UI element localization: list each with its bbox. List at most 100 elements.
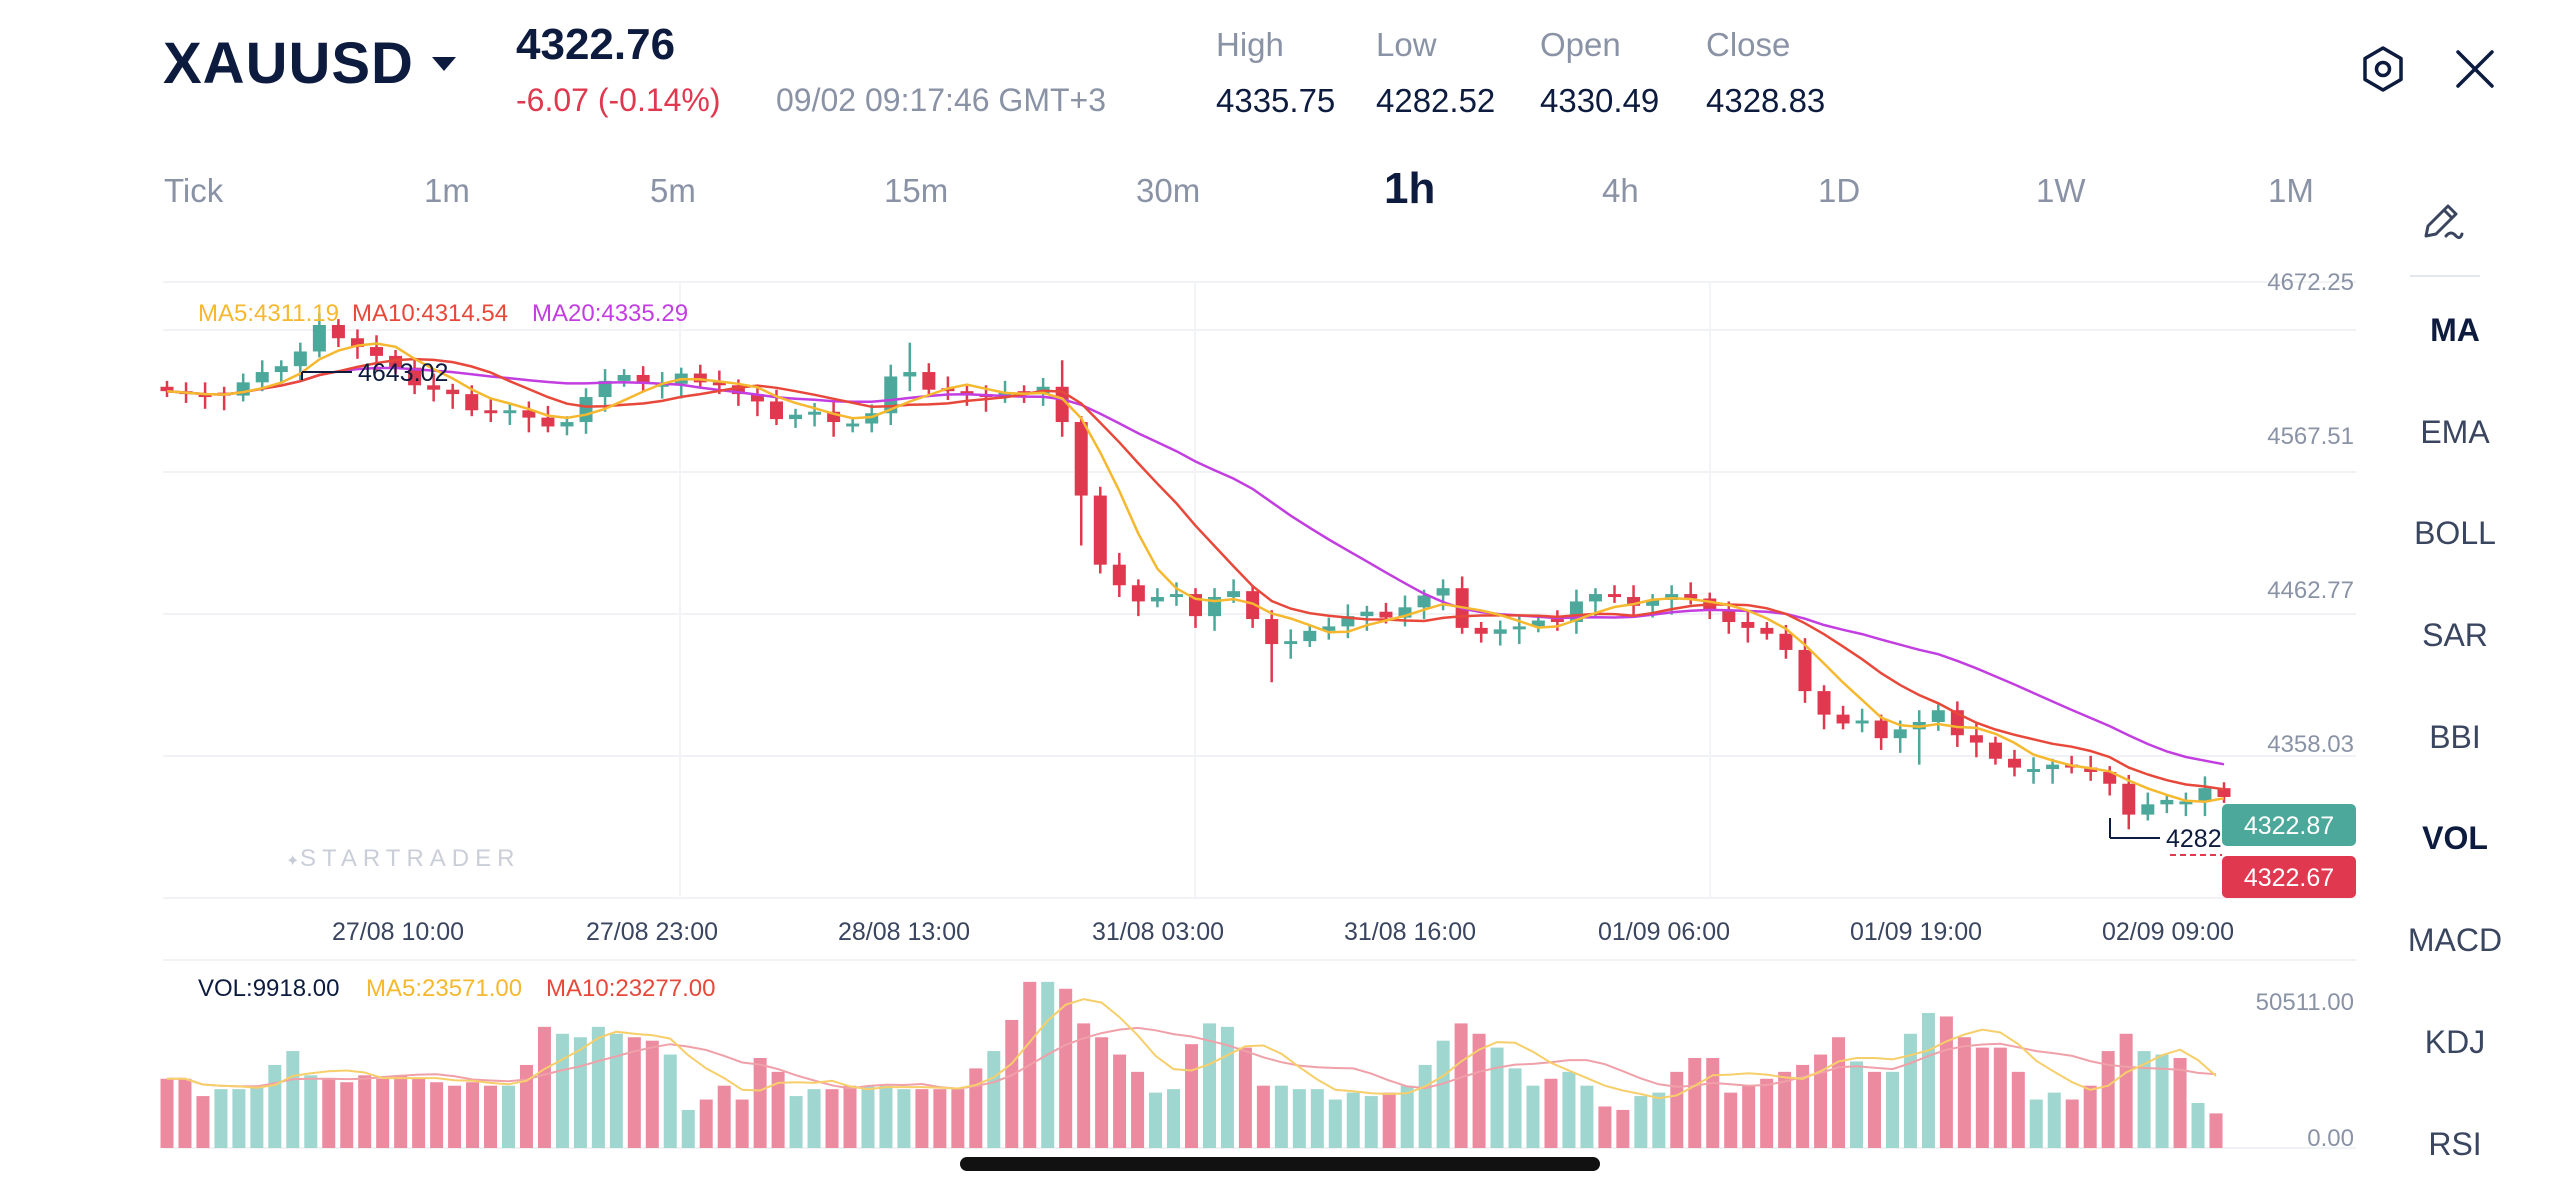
volume-bar xyxy=(1921,1013,1935,1148)
candle-down xyxy=(465,394,479,411)
indicator-macd[interactable]: MACD xyxy=(2407,922,2503,958)
indicator-sar[interactable]: SAR xyxy=(2422,617,2488,653)
volume-bar xyxy=(1580,1085,1594,1148)
time-axis-label: 27/08 10:00 xyxy=(332,918,464,946)
indicator-boll[interactable]: BOLL xyxy=(2414,515,2496,551)
svg-text:✦: ✦ xyxy=(286,853,299,870)
timeframe-5m[interactable]: 5m xyxy=(650,172,696,209)
candle-down xyxy=(198,394,212,398)
hexagon-gear-icon[interactable] xyxy=(2358,44,2408,94)
candle-down xyxy=(522,410,536,418)
volume-bar xyxy=(1041,981,1055,1148)
pen-draw-icon[interactable] xyxy=(2418,196,2466,244)
timeframe-1h[interactable]: 1h xyxy=(1384,164,1436,213)
timeframe-1w[interactable]: 1W xyxy=(2036,172,2086,209)
volume-bar xyxy=(1095,1037,1109,1148)
timeframe-1d[interactable]: 1D xyxy=(1818,172,1861,209)
indicator-kdj[interactable]: KDJ xyxy=(2424,1024,2486,1060)
volume-bar xyxy=(1346,1092,1360,1148)
volume-bar xyxy=(753,1058,767,1148)
volume-bar xyxy=(412,1078,426,1148)
symbol-selector[interactable]: XAUUSD xyxy=(163,30,456,97)
volume-bar xyxy=(1292,1089,1306,1148)
volume-bar xyxy=(2137,1051,2151,1148)
bid-price-tag: 4322.87 xyxy=(2222,804,2356,846)
candle-down xyxy=(636,374,650,383)
candle-up xyxy=(1531,620,1545,627)
candle-down xyxy=(1874,720,1888,739)
candle-down xyxy=(1550,619,1564,623)
ma10-legend: MA10:4314.54 xyxy=(352,300,508,327)
volume-bar xyxy=(1526,1085,1540,1148)
candle-up xyxy=(1360,611,1374,617)
candle-down xyxy=(1093,495,1107,565)
indicator-ma[interactable]: MA xyxy=(2430,312,2480,348)
volume-bar xyxy=(555,1033,569,1148)
timeframe-30m[interactable]: 30m xyxy=(1136,172,1201,209)
volume-bar xyxy=(1885,1071,1899,1148)
time-axis-label: 31/08 03:00 xyxy=(1092,918,1224,946)
candle-down xyxy=(2007,758,2021,768)
timeframe-1mo[interactable]: 1M xyxy=(2268,172,2314,209)
candle-down xyxy=(1684,594,1698,599)
stat-label: Close xyxy=(1706,26,1791,63)
indicator-rsi[interactable]: RSI xyxy=(2428,1126,2482,1162)
timeframe-1m[interactable]: 1m xyxy=(424,172,470,209)
volume-bar xyxy=(1238,1047,1252,1148)
candle-up xyxy=(598,380,612,398)
candle-up xyxy=(903,372,917,377)
volume-bar xyxy=(609,1033,623,1148)
volume-bar xyxy=(484,1085,498,1148)
candle-down xyxy=(1760,627,1774,634)
candle-down xyxy=(1741,622,1755,628)
stat-label: Open xyxy=(1540,26,1621,63)
stat-label: High xyxy=(1216,26,1284,63)
candle-down xyxy=(1836,714,1850,724)
candle-down xyxy=(712,382,726,386)
volume-bar xyxy=(1724,1092,1738,1148)
chart-header: XAUUSD 4322.76 -6.07 (-0.14%) 09/02 09:1… xyxy=(0,0,2560,140)
candle-down xyxy=(160,386,174,392)
volume-bar xyxy=(1544,1078,1558,1148)
timeframe-tick[interactable]: Tick xyxy=(164,172,224,209)
volume-bar xyxy=(897,1089,911,1148)
volume-bar xyxy=(1113,1054,1127,1148)
ask-price-tag: 4322.67 xyxy=(2222,856,2356,898)
volume-bar xyxy=(376,1078,390,1148)
volume-bar xyxy=(663,1054,677,1148)
volume-bar xyxy=(627,1037,641,1148)
candle-down xyxy=(1379,611,1393,618)
candle-up xyxy=(1931,710,1945,722)
volume-bar xyxy=(1814,1054,1828,1148)
candle-down xyxy=(484,410,498,414)
candle-down xyxy=(1112,564,1126,586)
price-axis-label: 4672.25 xyxy=(2267,269,2354,296)
low-marker: 4282 xyxy=(2109,818,2222,853)
candle-up xyxy=(1303,630,1317,642)
volume-bar xyxy=(933,1089,947,1148)
high-marker-label: 4643.02 xyxy=(358,359,448,387)
candle-up xyxy=(312,325,326,352)
stat-value: 4335.75 xyxy=(1216,82,1336,119)
volume-bar xyxy=(861,1085,875,1148)
timeframe-4h[interactable]: 4h xyxy=(1602,172,1639,209)
volume-bar xyxy=(340,1082,354,1148)
volume-bar xyxy=(1256,1085,1270,1148)
candle-down xyxy=(1131,585,1145,602)
close-icon[interactable] xyxy=(2450,44,2500,94)
indicator-bbi[interactable]: BBI xyxy=(2429,719,2481,755)
timeframe-15m[interactable]: 15m xyxy=(884,172,949,209)
volume-bar xyxy=(1274,1085,1288,1148)
candle-down xyxy=(2122,783,2136,815)
volume-bar xyxy=(1310,1089,1324,1148)
candle-down xyxy=(693,373,707,383)
volume-bar xyxy=(2191,1103,2205,1148)
candle-down xyxy=(1474,627,1488,634)
volume-bar xyxy=(1993,1047,2007,1148)
indicator-ema[interactable]: EMA xyxy=(2420,414,2490,450)
indicator-vol[interactable]: VOL xyxy=(2422,820,2488,856)
volume-bar xyxy=(1562,1071,1576,1148)
volume-bar xyxy=(178,1078,192,1148)
price-axis-label: 4567.51 xyxy=(2267,423,2354,450)
